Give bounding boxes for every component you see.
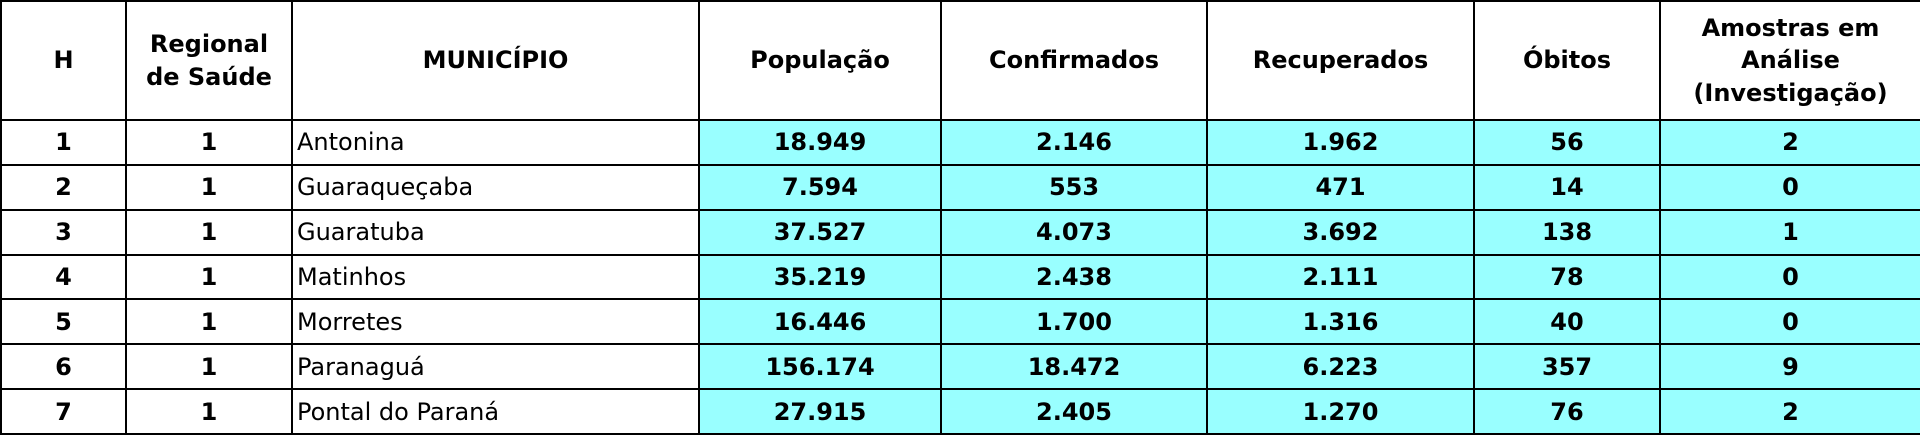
header-cell: H bbox=[0, 0, 127, 121]
table-cell: 2.438 bbox=[940, 253, 1208, 301]
table-cell: 2.405 bbox=[940, 388, 1208, 435]
table-cell: 1 bbox=[1659, 208, 1920, 256]
table-row: 6 1 Paranaguá 156.174 18.472 6.223 357 9 bbox=[0, 343, 1920, 391]
table-row: 2 1 Guaraqueçaba 7.594 553 471 14 0 bbox=[0, 163, 1920, 211]
header-row: H Regional de Saúde MUNICÍPIO População Conf… bbox=[0, 0, 1920, 121]
table-cell: 2.146 bbox=[940, 119, 1208, 166]
table-cell: 35.219 bbox=[698, 253, 942, 301]
table-cell: 0 bbox=[1659, 163, 1920, 211]
table-cell: 18.472 bbox=[940, 343, 1208, 391]
table-cell: Antonina bbox=[291, 119, 700, 166]
table-cell: 1 bbox=[125, 253, 293, 301]
table-cell: 138 bbox=[1473, 208, 1661, 256]
table-cell: 56 bbox=[1473, 119, 1661, 166]
table-cell: 7 bbox=[0, 388, 127, 435]
table-cell: 0 bbox=[1659, 298, 1920, 346]
table-body: 1 1 Antonina 18.949 2.146 1.962 56 2 2 1 Guaraqueç… bbox=[0, 119, 1920, 435]
table-cell: 1.270 bbox=[1206, 388, 1475, 435]
table-cell: 156.174 bbox=[698, 343, 942, 391]
table-cell: 18.949 bbox=[698, 119, 942, 166]
header-cell: MUNICÍPIO bbox=[291, 0, 700, 121]
table-cell: 3.692 bbox=[1206, 208, 1475, 256]
table-cell: 6.223 bbox=[1206, 343, 1475, 391]
table-cell: Morretes bbox=[291, 298, 700, 346]
table-cell: 78 bbox=[1473, 253, 1661, 301]
table-cell: 1 bbox=[0, 119, 127, 166]
table-cell: 1.962 bbox=[1206, 119, 1475, 166]
table-cell: 2.111 bbox=[1206, 253, 1475, 301]
table-cell: 1 bbox=[125, 388, 293, 435]
table-row: 7 1 Pontal do Paraná 27.915 2.405 1.270 76 2 bbox=[0, 388, 1920, 435]
table-row: 5 1 Morretes 16.446 1.700 1.316 40 0 bbox=[0, 298, 1920, 346]
table-cell: 9 bbox=[1659, 343, 1920, 391]
table-cell: 553 bbox=[940, 163, 1208, 211]
table-cell: 1 bbox=[125, 163, 293, 211]
table-cell: 6 bbox=[0, 343, 127, 391]
table-row: 1 1 Antonina 18.949 2.146 1.962 56 2 bbox=[0, 119, 1920, 166]
table-cell: 1 bbox=[125, 298, 293, 346]
table-cell: 27.915 bbox=[698, 388, 942, 435]
table-cell: Pontal do Paraná bbox=[291, 388, 700, 435]
table-cell: 76 bbox=[1473, 388, 1661, 435]
table-row: 3 1 Guaratuba 37.527 4.073 3.692 138 1 bbox=[0, 208, 1920, 256]
table-cell: 357 bbox=[1473, 343, 1661, 391]
table-cell: 4.073 bbox=[940, 208, 1208, 256]
table-cell: 5 bbox=[0, 298, 127, 346]
table-cell: 1.700 bbox=[940, 298, 1208, 346]
table-cell: Guaraqueçaba bbox=[291, 163, 700, 211]
table-cell: 471 bbox=[1206, 163, 1475, 211]
table-cell: 37.527 bbox=[698, 208, 942, 256]
table-cell: 2 bbox=[1659, 388, 1920, 435]
table-cell: 40 bbox=[1473, 298, 1661, 346]
header-cell: Recuperados bbox=[1206, 0, 1475, 121]
table-cell: 1 bbox=[125, 343, 293, 391]
table-cell: 2 bbox=[1659, 119, 1920, 166]
table-cell: 4 bbox=[0, 253, 127, 301]
table-cell: Guaratuba bbox=[291, 208, 700, 256]
table-row: 4 1 Matinhos 35.219 2.438 2.111 78 0 bbox=[0, 253, 1920, 301]
table-cell: 14 bbox=[1473, 163, 1661, 211]
table-cell: 1 bbox=[125, 208, 293, 256]
table-cell: 7.594 bbox=[698, 163, 942, 211]
header-cell: Óbitos bbox=[1473, 0, 1661, 121]
header-cell: Amostras em Análise (Investigação) bbox=[1659, 0, 1920, 121]
table-cell: Matinhos bbox=[291, 253, 700, 301]
header-cell: Regional de Saúde bbox=[125, 0, 293, 121]
table-cell: 0 bbox=[1659, 253, 1920, 301]
table-cell: 1 bbox=[125, 119, 293, 166]
header-cell: Confirmados bbox=[940, 0, 1208, 121]
table-cell: 1.316 bbox=[1206, 298, 1475, 346]
table-cell: 2 bbox=[0, 163, 127, 211]
table-cell: 3 bbox=[0, 208, 127, 256]
header-cell: População bbox=[698, 0, 942, 121]
table-cell: 16.446 bbox=[698, 298, 942, 346]
table-cell: Paranaguá bbox=[291, 343, 700, 391]
